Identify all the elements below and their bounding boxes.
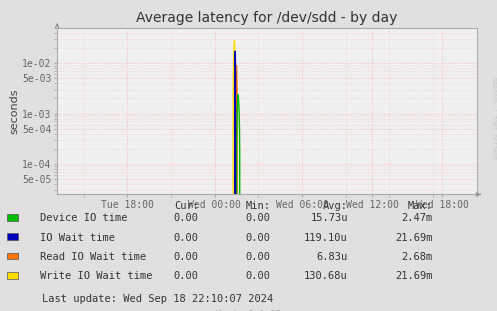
Text: Read IO Wait time: Read IO Wait time xyxy=(40,252,146,262)
Text: 2.47m: 2.47m xyxy=(401,213,432,223)
Text: 119.10u: 119.10u xyxy=(304,233,348,243)
Text: 21.69m: 21.69m xyxy=(395,233,432,243)
Text: Max:: Max: xyxy=(408,201,432,211)
Text: 0.00: 0.00 xyxy=(246,271,271,281)
Text: Avg:: Avg: xyxy=(323,201,348,211)
Text: 0.00: 0.00 xyxy=(246,213,271,223)
Text: 6.83u: 6.83u xyxy=(317,252,348,262)
Text: 0.00: 0.00 xyxy=(246,233,271,243)
Text: 0.00: 0.00 xyxy=(174,252,199,262)
Y-axis label: seconds: seconds xyxy=(9,88,19,134)
Text: 2.68m: 2.68m xyxy=(401,252,432,262)
Text: 0.00: 0.00 xyxy=(174,233,199,243)
Text: 0.00: 0.00 xyxy=(174,271,199,281)
Text: Write IO Wait time: Write IO Wait time xyxy=(40,271,152,281)
Text: 130.68u: 130.68u xyxy=(304,271,348,281)
Text: 0.00: 0.00 xyxy=(246,252,271,262)
Title: Average latency for /dev/sdd - by day: Average latency for /dev/sdd - by day xyxy=(137,12,398,26)
Text: Munin 2.0.67: Munin 2.0.67 xyxy=(216,310,281,311)
Text: RRDTOOL / TOBI OETIKER: RRDTOOL / TOBI OETIKER xyxy=(491,77,496,160)
Text: IO Wait time: IO Wait time xyxy=(40,233,115,243)
Text: 0.00: 0.00 xyxy=(174,213,199,223)
Text: 21.69m: 21.69m xyxy=(395,271,432,281)
Text: Cur:: Cur: xyxy=(174,201,199,211)
Text: Min:: Min: xyxy=(246,201,271,211)
Text: Last update: Wed Sep 18 22:10:07 2024: Last update: Wed Sep 18 22:10:07 2024 xyxy=(42,294,273,304)
Text: 15.73u: 15.73u xyxy=(311,213,348,223)
Text: Device IO time: Device IO time xyxy=(40,213,127,223)
